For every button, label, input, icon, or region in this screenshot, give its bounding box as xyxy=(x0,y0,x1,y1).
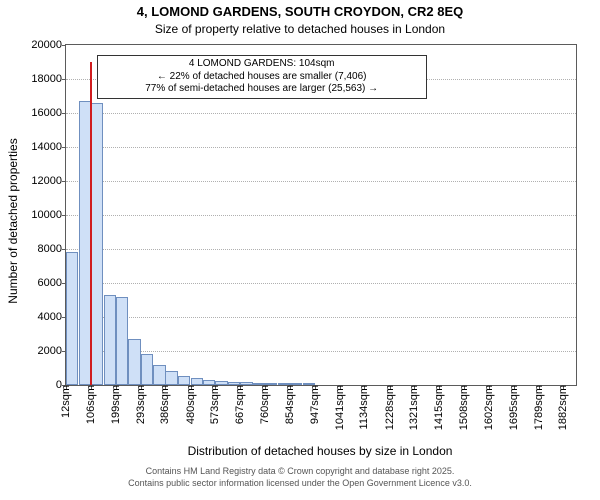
grid-line xyxy=(66,181,576,182)
xtick-label: 1695sqm xyxy=(508,385,520,430)
histogram-bar xyxy=(141,354,153,385)
histogram-bar xyxy=(91,103,103,385)
histogram-bar xyxy=(191,378,203,385)
footer-line-1: Contains HM Land Registry data © Crown c… xyxy=(0,466,600,476)
xtick-label: 199sqm xyxy=(110,385,122,424)
y-axis-label: Number of detached properties xyxy=(6,51,20,391)
xtick-label: 480sqm xyxy=(185,385,197,424)
grid-line xyxy=(66,317,576,318)
x-axis-label: Distribution of detached houses by size … xyxy=(65,444,575,458)
annotation-line-3: 77% of semi-detached houses are larger (… xyxy=(104,83,420,96)
plot-area: 0200040006000800010000120001400016000180… xyxy=(65,44,577,386)
histogram-bar xyxy=(104,295,116,385)
xtick-label: 667sqm xyxy=(234,385,246,424)
xtick-label: 1602sqm xyxy=(483,385,495,430)
xtick-label: 1789sqm xyxy=(533,385,545,430)
annotation-line-2: ← 22% of detached houses are smaller (7,… xyxy=(104,71,420,84)
xtick-label: 1415sqm xyxy=(433,385,445,430)
histogram-bar xyxy=(153,365,165,385)
histogram-bar xyxy=(116,297,128,385)
ytick-label: 14000 xyxy=(31,141,66,153)
ytick-label: 18000 xyxy=(31,73,66,85)
xtick-label: 760sqm xyxy=(259,385,271,424)
ytick-label: 6000 xyxy=(38,277,66,289)
grid-line xyxy=(66,215,576,216)
annotation-box: 4 LOMOND GARDENS: 104sqm ← 22% of detach… xyxy=(97,55,427,99)
xtick-label: 106sqm xyxy=(85,385,97,424)
xtick-label: 12sqm xyxy=(60,385,72,418)
xtick-label: 1508sqm xyxy=(458,385,470,430)
xtick-label: 1134sqm xyxy=(358,385,370,429)
xtick-label: 573sqm xyxy=(209,385,221,424)
annotation-line-1: 4 LOMOND GARDENS: 104sqm xyxy=(104,58,420,71)
ytick-label: 2000 xyxy=(38,345,66,357)
grid-line xyxy=(66,283,576,284)
footer-line-2: Contains public sector information licen… xyxy=(0,478,600,488)
ytick-label: 10000 xyxy=(31,209,66,221)
xtick-label: 947sqm xyxy=(309,385,321,424)
xtick-label: 386sqm xyxy=(159,385,171,424)
grid-line xyxy=(66,147,576,148)
ytick-label: 12000 xyxy=(31,175,66,187)
histogram-bar xyxy=(178,376,190,385)
ytick-label: 20000 xyxy=(31,39,66,51)
title-main: 4, LOMOND GARDENS, SOUTH CROYDON, CR2 8E… xyxy=(0,4,600,19)
ytick-label: 4000 xyxy=(38,311,66,323)
ytick-label: 8000 xyxy=(38,243,66,255)
xtick-label: 1882sqm xyxy=(557,385,569,430)
grid-line xyxy=(66,249,576,250)
chart-container: 4, LOMOND GARDENS, SOUTH CROYDON, CR2 8E… xyxy=(0,0,600,500)
histogram-bar xyxy=(165,371,177,385)
xtick-label: 293sqm xyxy=(135,385,147,424)
xtick-label: 1228sqm xyxy=(384,385,396,430)
histogram-bar xyxy=(66,252,78,385)
xtick-label: 854sqm xyxy=(284,385,296,424)
marker-line xyxy=(90,62,92,385)
histogram-bar xyxy=(79,101,91,385)
ytick-label: 16000 xyxy=(31,107,66,119)
xtick-label: 1321sqm xyxy=(408,385,420,430)
grid-line xyxy=(66,351,576,352)
xtick-label: 1041sqm xyxy=(334,385,346,430)
grid-line xyxy=(66,113,576,114)
title-sub: Size of property relative to detached ho… xyxy=(0,22,600,36)
histogram-bar xyxy=(128,339,140,385)
